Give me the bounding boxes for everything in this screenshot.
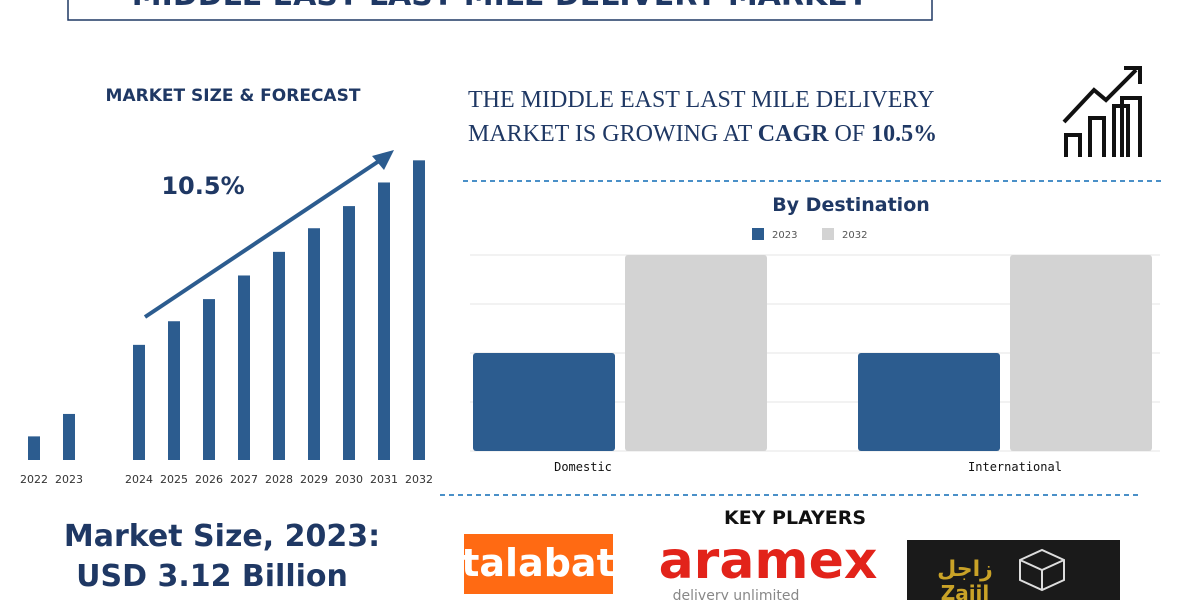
bar — [168, 321, 180, 460]
market-size: Market Size, 2023: — [64, 519, 380, 554]
x-tick-label: 2028 — [265, 473, 293, 486]
section-title: KEY PLAYERS — [724, 507, 866, 529]
bar — [378, 182, 390, 460]
bar — [203, 299, 215, 460]
x-tick-label: 2027 — [230, 473, 258, 486]
logo-tagline: delivery unlimited — [673, 588, 800, 600]
x-tick-label: 2029 — [300, 473, 328, 486]
logo-native: زاجل — [937, 557, 993, 582]
x-tick-label: 2030 — [335, 473, 363, 486]
x-tick-label: 2023 — [55, 473, 83, 486]
chart-title: MARKET SIZE & FORECAST — [106, 86, 361, 106]
legend-swatch — [752, 228, 764, 240]
bar — [343, 206, 355, 460]
headline-emph: CAGR — [758, 121, 829, 147]
legend-label: 2032 — [842, 230, 867, 241]
x-tick-label: Domestic — [554, 460, 612, 474]
bar — [473, 353, 615, 451]
growth-icon — [1062, 66, 1142, 157]
logo-text: aramex — [659, 531, 878, 591]
annotation: 10.5% — [161, 172, 244, 200]
growth-arrow — [143, 155, 387, 319]
logo-text: talabat — [461, 541, 614, 585]
bar — [1010, 255, 1152, 451]
logo-text: Zajil — [941, 581, 990, 600]
bar — [238, 275, 250, 460]
bar — [413, 160, 425, 461]
page-title: MIDDLE EAST LAST MILE DELIVERY MARKET — [132, 0, 869, 13]
logo — [907, 540, 1120, 600]
bar — [28, 436, 40, 460]
title-box — [67, 0, 933, 21]
market-size: USD 3.12 Billion — [76, 559, 348, 594]
bar — [858, 353, 1000, 451]
headline-text: OF — [834, 121, 865, 147]
arrow-head — [372, 150, 394, 170]
bar — [625, 255, 767, 451]
legend-swatch — [822, 228, 834, 240]
x-tick-label: 2026 — [195, 473, 223, 486]
headline-rate: 10.5% — [871, 121, 937, 147]
headline: THE MIDDLE EAST LAST MILE DELIVERY — [468, 87, 934, 113]
legend-label: 2023 — [772, 230, 797, 241]
chart-title: By Destination — [772, 194, 930, 216]
x-tick-label: 2032 — [405, 473, 433, 486]
bar — [308, 228, 320, 460]
bar — [133, 344, 145, 460]
logo — [464, 534, 613, 594]
logo-icon — [1019, 548, 1065, 592]
headline: MARKET IS GROWING AT CAGR OF 10.5% — [468, 121, 937, 147]
headline-text: MARKET IS GROWING AT — [468, 121, 753, 147]
x-tick-label: 2024 — [125, 473, 153, 486]
x-tick-label: 2031 — [370, 473, 398, 486]
x-tick-label: 2022 — [20, 473, 48, 486]
bar — [273, 251, 285, 460]
x-tick-label: International — [968, 460, 1062, 474]
x-tick-label: 2025 — [160, 473, 188, 486]
bar — [63, 413, 75, 460]
